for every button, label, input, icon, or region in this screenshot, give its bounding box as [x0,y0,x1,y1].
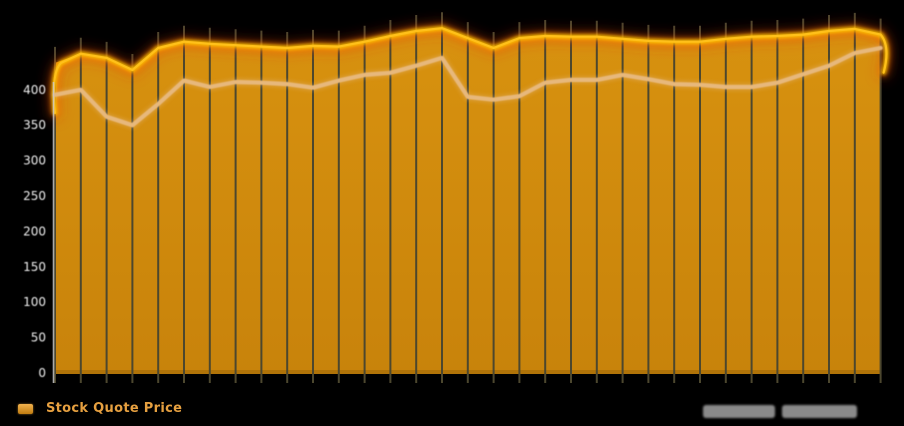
credits-blur-segment [703,405,775,418]
chart-credits-blurred[interactable] [703,405,857,418]
y-axis-label: 350 [23,118,46,132]
legend-label: Stock Quote Price [46,401,183,416]
area-glow-edge [52,27,888,114]
glow-edge-layer [46,21,894,120]
y-axis-label: 200 [23,224,46,238]
credits-blur-segment [782,405,857,418]
y-axis-layer: 400 350 300 250 200 150 100 50 0 [23,82,55,383]
y-axis-label: 100 [23,295,46,309]
y-axis-label: 50 [31,331,46,345]
y-axis-label: 150 [23,260,46,274]
y-axis-label: 300 [23,154,46,168]
overlay-line-layer [51,44,885,130]
legend: Stock Quote Price [18,401,182,416]
legend-marker-icon [18,403,33,414]
y-axis-label: 400 [23,83,46,97]
legend-item-stock-quote-price[interactable]: Stock Quote Price [18,401,182,416]
overlay-line [52,45,883,128]
y-axis-label: 0 [38,366,46,380]
y-axis-label: 250 [23,189,46,203]
gridlines-layer [54,12,882,383]
